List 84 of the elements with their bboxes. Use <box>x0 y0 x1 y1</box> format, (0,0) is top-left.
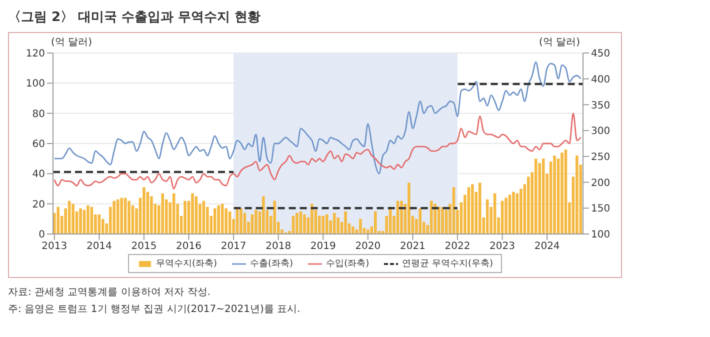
bar <box>471 184 474 234</box>
bar <box>86 205 90 234</box>
bar <box>325 214 328 234</box>
x-tick-label: 2019 <box>310 241 336 252</box>
line-series <box>54 61 582 174</box>
y2-tick-label: 100 <box>591 230 610 241</box>
bar <box>128 200 130 234</box>
y-tick-label: 20 <box>32 199 45 210</box>
bar <box>217 205 220 234</box>
bar <box>486 199 489 234</box>
bar <box>102 218 104 234</box>
bar <box>79 208 82 234</box>
bar <box>150 196 153 234</box>
bar <box>262 196 265 234</box>
x-tick-label: 2020 <box>355 241 381 252</box>
y-tick-label: 0 <box>38 230 45 241</box>
bar <box>553 156 556 234</box>
bar <box>120 198 123 234</box>
y-tick-label: 60 <box>32 139 45 150</box>
bar <box>184 200 186 234</box>
y-tick-label: 100 <box>26 78 45 90</box>
bar <box>72 204 74 234</box>
bar <box>213 208 216 234</box>
y-tick-label: 120 <box>26 48 45 60</box>
x-tick-label: 2013 <box>42 241 68 252</box>
bar <box>336 217 340 234</box>
bar <box>430 200 433 234</box>
bar <box>534 158 538 234</box>
y2-tick-label: 350 <box>591 100 610 112</box>
y-tick-label: 40 <box>32 169 45 180</box>
y2-axis-title: (억 달러) <box>539 36 580 49</box>
text: 자료: 관세청 교역통계를 이용하여 저자 작성. <box>8 286 212 300</box>
x-tick-label: 2016 <box>176 241 202 252</box>
y2-tick-label: 300 <box>591 126 610 138</box>
legend-label: 무역수지(좌축) <box>155 258 218 270</box>
bar <box>191 193 194 234</box>
bar <box>273 200 276 234</box>
y-axis-title: (억 달러) <box>51 36 92 49</box>
text: 주: 음영은 트럼프 1기 행정부 집권 시기(2017~2021년)를 표시. <box>8 303 302 317</box>
bar <box>374 211 377 234</box>
x-tick-label: 2017 <box>220 241 246 252</box>
x-tick-label: 2023 <box>490 241 516 252</box>
x-tick-label: 2015 <box>131 241 157 252</box>
y2-tick-label: 150 <box>591 204 610 215</box>
bar <box>478 182 482 234</box>
bar <box>56 206 60 234</box>
chart-title: 〈그림 2〉 대미국 수출입과 무역수지 현황 <box>8 9 262 26</box>
legend-label: 수출(좌축) <box>249 258 294 270</box>
x-tick-label: 2024 <box>534 241 560 252</box>
y-tick-label: 80 <box>32 108 45 120</box>
bar <box>352 226 354 234</box>
bar <box>254 210 258 234</box>
bar <box>161 193 164 234</box>
bar <box>112 200 116 234</box>
y2-tick-label: 250 <box>591 152 610 163</box>
bar <box>296 212 298 234</box>
bar <box>142 187 146 234</box>
bar <box>220 204 224 234</box>
bar <box>512 192 515 234</box>
bar <box>441 206 444 234</box>
bar <box>560 152 564 234</box>
y2-tick-label: 400 <box>591 74 610 86</box>
bar <box>359 218 362 234</box>
bar <box>224 208 228 234</box>
bar <box>504 198 508 234</box>
bar <box>400 200 403 234</box>
x-tick-label: 2018 <box>266 241 292 252</box>
bar <box>366 229 370 234</box>
bar <box>303 214 306 234</box>
y2-tick-label: 450 <box>591 48 610 60</box>
legend-label: 연평균 무역수지(우축) <box>401 258 493 270</box>
legend-label: 수입(좌축) <box>325 258 370 270</box>
x-tick-label: 2014 <box>86 241 112 252</box>
bar <box>434 204 437 234</box>
line-series <box>54 112 582 190</box>
bar <box>310 204 314 234</box>
bar <box>240 208 242 234</box>
bar <box>408 182 410 234</box>
bar <box>322 216 325 234</box>
bar <box>576 156 578 234</box>
bar <box>344 211 347 234</box>
x-tick-label: 2021 <box>400 241 426 252</box>
y2-tick-label: 200 <box>591 178 610 189</box>
x-tick-label: 2022 <box>444 241 470 252</box>
